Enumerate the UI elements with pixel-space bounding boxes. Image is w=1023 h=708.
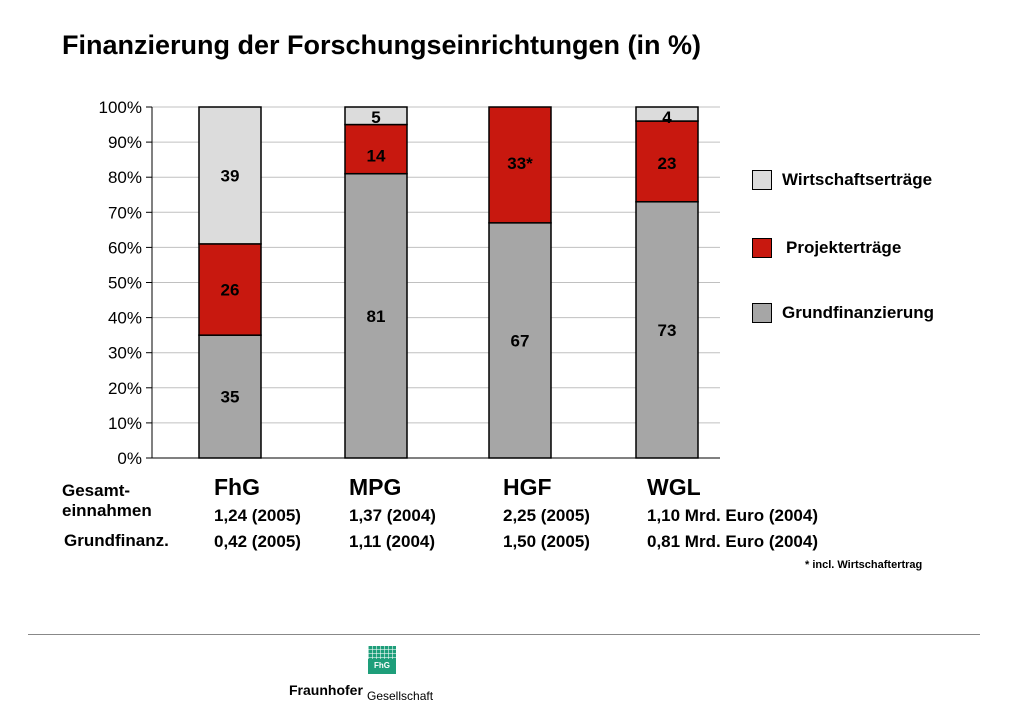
- bar-wgl-grund: [635, 201, 699, 459]
- org-name-wgl: WGL: [647, 474, 701, 500]
- y-tick-label: 70%: [108, 203, 142, 222]
- legend-swatch-projekt: [752, 238, 772, 258]
- legend-label-wirtschaft: Wirtschaftserträge: [782, 170, 933, 189]
- data-label-fhg-wirtschaft: 39: [221, 166, 240, 185]
- data-label-hgf-projekt: 33*: [507, 154, 533, 173]
- brand-name: Fraunhofer: [289, 682, 363, 698]
- bar-hgf-grund: [488, 222, 552, 459]
- y-tick-label: 100%: [99, 98, 142, 117]
- grund-value-mpg: 1,11 (2004): [349, 532, 436, 551]
- y-tick-label: 90%: [108, 133, 142, 152]
- row-label-gesamt: Gesamt-: [62, 481, 131, 500]
- bar-fhg-projekt: [198, 243, 262, 336]
- y-tick-label: 80%: [108, 168, 142, 187]
- y-tick-label: 0%: [117, 449, 142, 468]
- bar-hgf-projekt: [488, 106, 552, 224]
- data-label-wgl-projekt: 23: [658, 154, 677, 173]
- bar-fhg-wirtschaft: [198, 106, 262, 245]
- y-tick-label: 40%: [108, 309, 142, 328]
- legend-swatch-grund: [752, 303, 772, 323]
- grund-value-fhg: 0,42 (2005): [214, 532, 301, 551]
- gesamt-value-hgf: 2,25 (2005): [503, 506, 590, 525]
- y-tick-label: 20%: [108, 379, 142, 398]
- logo-grid-pattern: [368, 646, 396, 659]
- legend-label-projekt: Projekterträge: [786, 238, 902, 257]
- footer-divider: [28, 634, 980, 635]
- y-tick-label: 60%: [108, 238, 142, 257]
- row-label-einnahmen: einnahmen: [62, 501, 152, 520]
- data-label-hgf-grund: 67: [511, 331, 530, 350]
- data-label-mpg-wirtschaft: 5: [371, 108, 380, 127]
- gesamt-value-mpg: 1,37 (2004): [349, 506, 436, 525]
- legend-swatch-wirtschaft: [752, 170, 772, 190]
- fraunhofer-logo-icon: FhG: [368, 646, 396, 674]
- grund-value-hgf: 1,50 (2005): [503, 532, 590, 551]
- org-name-hgf: HGF: [503, 474, 552, 500]
- brand-sub: Gesellschaft: [367, 689, 434, 703]
- data-label-wgl-grund: 73: [658, 321, 677, 340]
- row-label-grundfinanz: Grundfinanz.: [64, 531, 169, 550]
- gesamt-value-wgl: 1,10 Mrd. Euro (2004): [647, 506, 819, 525]
- legend-item-projekt: Projekterträge: [752, 238, 901, 258]
- org-name-mpg: MPG: [349, 474, 402, 500]
- bar-wgl-wirtschaft: [635, 106, 699, 122]
- y-tick-label: 30%: [108, 344, 142, 363]
- grund-value-wgl: 0,81 Mrd. Euro (2004): [647, 532, 819, 551]
- bar-fhg-grund: [198, 334, 262, 459]
- org-name-fhg: FhG: [214, 474, 260, 500]
- data-label-fhg-grund: 35: [221, 388, 240, 407]
- logo-mark: FhG: [374, 661, 390, 670]
- data-label-fhg-projekt: 26: [221, 281, 240, 300]
- data-label-wgl-wirtschaft: 4: [662, 108, 672, 127]
- footnote: * incl. Wirtschaftertrag: [805, 559, 923, 571]
- bar-wgl-projekt: [635, 120, 699, 203]
- page-title: Finanzierung der Forschungseinrichtungen…: [62, 30, 702, 60]
- bar-mpg-projekt: [344, 123, 408, 175]
- data-label-mpg-grund: 81: [367, 307, 386, 326]
- legend-label-grund: Grundfinanzierung: [782, 303, 935, 322]
- gesamt-value-fhg: 1,24 (2005): [214, 506, 301, 525]
- y-tick-label: 10%: [108, 414, 142, 433]
- legend-item-grund: Grundfinanzierung: [752, 303, 934, 323]
- legend-item-wirtschaft: Wirtschaftserträge: [752, 170, 932, 190]
- data-label-mpg-projekt: 14: [367, 147, 386, 166]
- bar-mpg-grund: [344, 172, 408, 459]
- bar-mpg-wirtschaft: [344, 106, 408, 126]
- y-tick-label: 50%: [108, 274, 142, 293]
